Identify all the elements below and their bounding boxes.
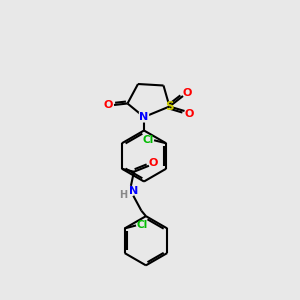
- Text: N: N: [140, 112, 148, 122]
- Text: O: O: [183, 88, 192, 98]
- Text: H: H: [119, 190, 128, 200]
- Text: N: N: [129, 186, 139, 196]
- Text: O: O: [149, 158, 158, 168]
- Text: O: O: [184, 109, 194, 119]
- Text: Cl: Cl: [137, 220, 148, 230]
- Text: S: S: [165, 100, 174, 113]
- Text: O: O: [103, 100, 113, 110]
- Text: Cl: Cl: [142, 135, 154, 145]
